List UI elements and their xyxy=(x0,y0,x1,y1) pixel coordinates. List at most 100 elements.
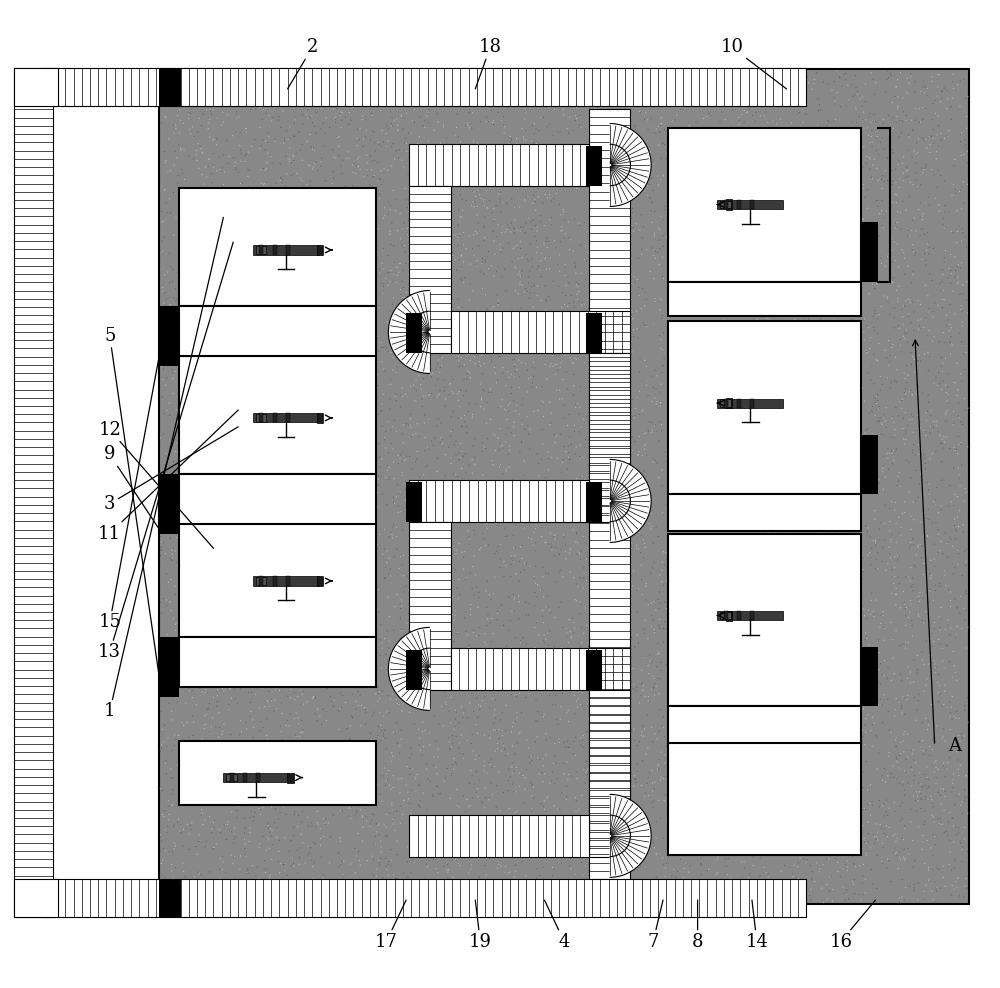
Point xyxy=(875,130,891,146)
Point xyxy=(801,845,817,861)
Point xyxy=(762,568,778,584)
Point xyxy=(580,766,596,782)
Point xyxy=(569,470,585,486)
Point xyxy=(550,812,566,828)
Point xyxy=(626,269,642,285)
Point xyxy=(905,294,921,310)
Point xyxy=(646,782,662,797)
Point xyxy=(749,204,765,219)
Point xyxy=(929,879,945,895)
Point xyxy=(786,154,802,170)
Point xyxy=(553,699,569,714)
Point xyxy=(432,360,448,375)
Point xyxy=(747,411,763,427)
Point xyxy=(428,192,444,207)
Point xyxy=(358,524,374,539)
Point xyxy=(912,414,928,430)
Point xyxy=(864,738,880,754)
Point xyxy=(689,221,705,237)
Point xyxy=(320,573,336,589)
Point xyxy=(875,112,891,127)
Point xyxy=(497,87,513,103)
Point xyxy=(578,753,594,769)
Point xyxy=(448,887,464,903)
Point xyxy=(954,373,970,389)
Point xyxy=(655,228,671,244)
Point xyxy=(816,699,832,714)
Point xyxy=(591,396,607,412)
Point xyxy=(338,695,354,710)
Point xyxy=(400,267,416,283)
Point xyxy=(567,255,583,271)
Point xyxy=(583,183,599,199)
Point xyxy=(813,501,829,517)
Point xyxy=(542,359,558,374)
Point xyxy=(389,260,405,276)
Point xyxy=(521,871,537,887)
Point xyxy=(380,445,396,460)
Point xyxy=(277,876,293,892)
Point xyxy=(882,348,898,364)
Point xyxy=(725,720,741,736)
Point xyxy=(231,671,247,687)
Point xyxy=(393,287,409,302)
Point xyxy=(207,81,223,97)
Point xyxy=(774,95,790,111)
Bar xyxy=(256,414,266,422)
Point xyxy=(372,786,388,802)
Point xyxy=(290,598,306,614)
Point xyxy=(573,737,589,753)
Point xyxy=(305,140,321,156)
Point xyxy=(299,317,315,333)
Point xyxy=(443,251,459,267)
Point xyxy=(515,768,531,783)
Bar xyxy=(159,68,181,106)
Point xyxy=(226,836,242,852)
Point xyxy=(714,778,730,793)
Point xyxy=(652,241,668,257)
Point xyxy=(417,688,433,703)
Point xyxy=(861,110,877,125)
Point xyxy=(555,569,571,585)
Point xyxy=(276,135,292,151)
Point xyxy=(663,749,679,765)
Point xyxy=(546,797,562,813)
Point xyxy=(401,125,417,141)
Point xyxy=(921,323,937,339)
Point xyxy=(652,584,668,600)
Point xyxy=(527,217,543,233)
Point xyxy=(175,534,191,549)
Point xyxy=(215,668,231,684)
Point xyxy=(537,825,553,841)
Point xyxy=(782,755,798,771)
Point xyxy=(713,75,729,91)
Point xyxy=(640,707,656,723)
Point xyxy=(470,215,486,231)
Point xyxy=(195,367,211,382)
Point xyxy=(541,288,557,304)
Point xyxy=(335,761,351,777)
Bar xyxy=(720,612,731,619)
Point xyxy=(392,785,408,801)
Point xyxy=(895,104,911,120)
Point xyxy=(279,304,295,320)
Point xyxy=(363,725,379,741)
Point xyxy=(696,153,712,169)
Point xyxy=(823,526,839,541)
Point xyxy=(690,513,706,529)
Point xyxy=(158,634,174,650)
Point xyxy=(335,535,351,551)
Point xyxy=(470,788,486,804)
Point xyxy=(599,229,615,245)
Point xyxy=(900,671,916,687)
Point xyxy=(864,170,880,186)
Point xyxy=(423,94,439,110)
Point xyxy=(585,128,601,144)
Point xyxy=(273,617,289,632)
Point xyxy=(759,744,775,760)
Point xyxy=(365,498,381,514)
Point xyxy=(773,864,789,879)
Point xyxy=(610,872,626,888)
Point xyxy=(243,685,259,700)
Point xyxy=(947,560,963,576)
